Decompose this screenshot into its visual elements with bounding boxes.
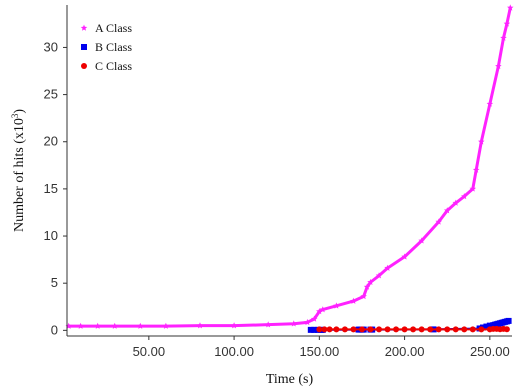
data-point	[435, 326, 442, 333]
legend: A Class B Class C Class	[80, 21, 132, 73]
data-point	[316, 308, 323, 315]
y-axis-title: Number of hits (x103)	[10, 109, 27, 232]
data-point	[94, 322, 101, 329]
data-point	[478, 326, 485, 333]
data-point	[333, 302, 340, 309]
data-point	[410, 326, 417, 333]
data-point	[321, 326, 328, 333]
data-point	[469, 185, 477, 192]
data-point	[461, 326, 468, 333]
data-point	[316, 326, 323, 333]
data-point	[230, 322, 238, 329]
legend-item: B Class	[81, 40, 132, 54]
data-point	[319, 306, 326, 313]
data-point	[505, 317, 512, 324]
data-point	[77, 322, 84, 329]
data-point	[333, 326, 340, 333]
x-axis-title: Time (s)	[266, 372, 314, 387]
data-point	[444, 326, 451, 333]
y-tick-label: 0	[51, 322, 58, 337]
data-point	[427, 326, 434, 333]
data-point	[111, 322, 118, 329]
legend-item: C Class	[81, 59, 132, 73]
data-point	[393, 326, 400, 333]
y-tick-label: 25	[44, 87, 58, 102]
data-point	[137, 322, 144, 329]
data-point	[358, 326, 365, 333]
data-point	[290, 320, 297, 327]
series-a-class	[65, 4, 514, 329]
y-tick-label: 10	[44, 228, 58, 243]
data-point	[311, 326, 318, 333]
x-tick-label: 200.00	[385, 344, 425, 359]
data-point	[452, 326, 459, 333]
legend-marker	[81, 63, 87, 69]
data-point	[264, 321, 272, 328]
data-point	[507, 4, 514, 11]
data-point	[162, 322, 170, 329]
legend-item: A Class	[80, 21, 132, 35]
data-point	[452, 199, 459, 206]
axis-layer: 50.00 100.00 150.00 200.00 250.00 0 5 10 15 20 25 3…	[44, 5, 512, 359]
x-tick-label: 50.00	[133, 344, 166, 359]
data-point	[486, 100, 494, 107]
data-point	[304, 318, 311, 326]
data-point	[363, 283, 371, 290]
data-point	[472, 166, 480, 173]
data-point	[375, 272, 383, 279]
data-point	[360, 292, 367, 300]
y-axis-title-superscript: 3	[10, 113, 20, 118]
data-point	[503, 20, 511, 27]
data-point	[503, 326, 510, 333]
data-point	[401, 253, 408, 260]
series-layer	[65, 4, 514, 333]
y-tick-label: 5	[51, 275, 58, 290]
data-point	[478, 138, 485, 145]
data-point	[350, 297, 357, 304]
x-tick-label: 100.00	[214, 344, 254, 359]
data-point	[310, 315, 318, 322]
y-tick-label: 15	[44, 181, 58, 196]
data-point	[376, 326, 383, 333]
data-point	[341, 326, 348, 333]
data-point	[483, 323, 490, 330]
legend-marker	[81, 44, 87, 50]
y-tick-label: 30	[44, 39, 58, 54]
data-point	[418, 326, 425, 333]
data-point	[500, 34, 507, 41]
data-point	[384, 264, 391, 271]
data-point	[307, 326, 314, 333]
y-axis-title-main: Number of hits (x10	[12, 118, 27, 232]
data-point	[443, 207, 451, 214]
legend-label: A Class	[95, 21, 132, 35]
legend-label: B Class	[95, 40, 132, 54]
data-point	[418, 237, 425, 244]
x-tick-label: 250.00	[470, 344, 510, 359]
data-point	[367, 278, 374, 285]
legend-label: C Class	[95, 59, 132, 73]
data-point	[435, 218, 442, 225]
data-point	[495, 62, 502, 70]
legend-marker	[80, 24, 88, 31]
data-point	[384, 326, 391, 333]
data-point	[401, 326, 408, 333]
data-point	[196, 322, 204, 329]
y-axis-title-tail: )	[12, 109, 27, 114]
data-point	[367, 326, 374, 333]
data-point	[326, 326, 333, 333]
data-point	[350, 326, 357, 333]
data-point	[461, 193, 468, 200]
series-c-class	[316, 325, 510, 333]
data-point	[469, 326, 476, 333]
data-point	[486, 322, 493, 329]
x-tick-label: 150.00	[299, 344, 339, 359]
y-tick-label: 20	[44, 134, 58, 149]
